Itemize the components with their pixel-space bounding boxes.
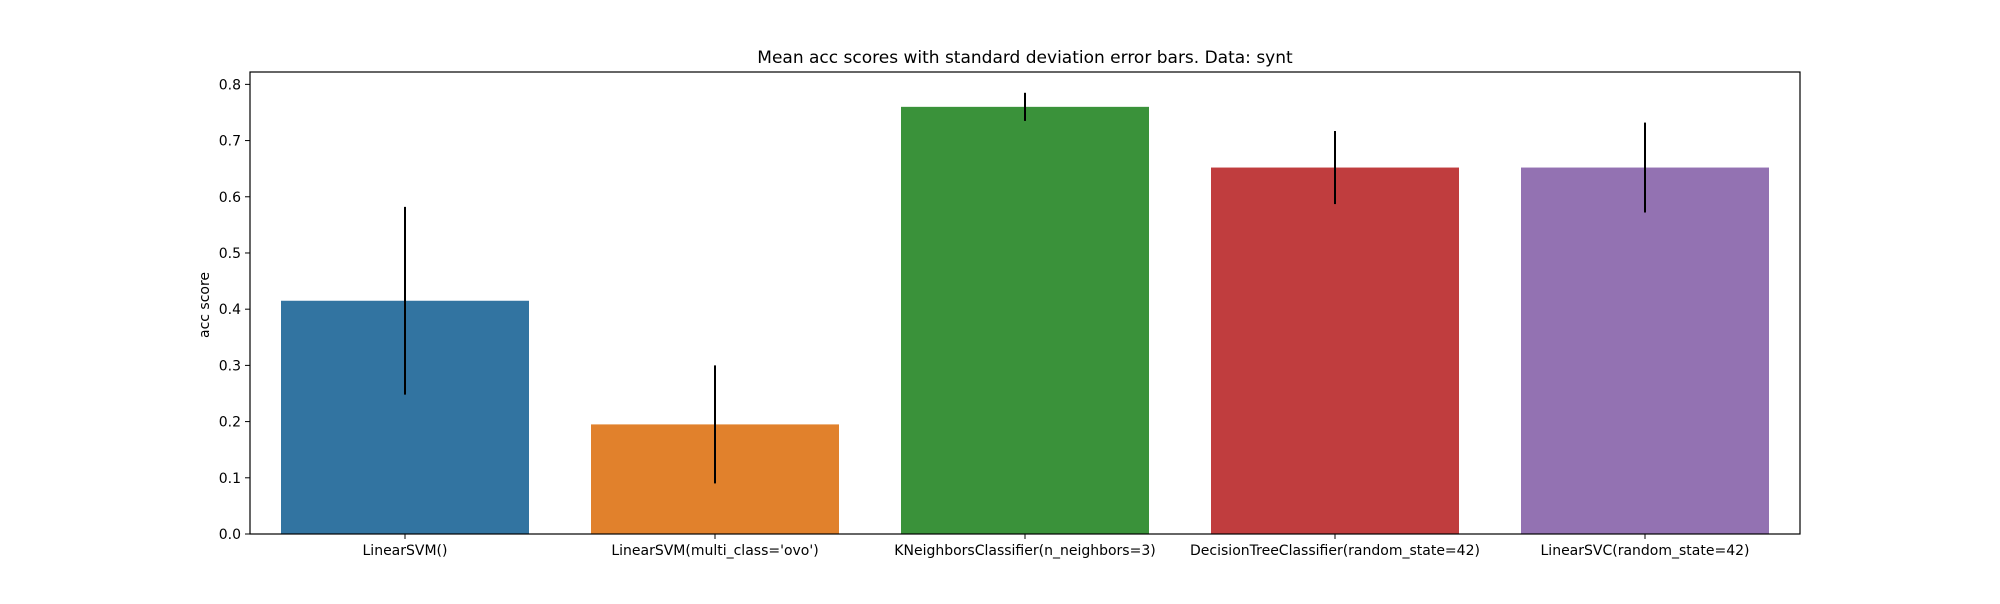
bar-4 — [1211, 167, 1459, 535]
y-tick-label: 0.2 — [219, 415, 241, 431]
y-tick-label: 0.6 — [219, 190, 241, 206]
y-tick-label: 0.4 — [219, 302, 241, 318]
x-axis-ticks: LinearSVM() LinearSVM(multi_class='ovo') K… — [363, 534, 1750, 559]
y-tick-label: 0.1 — [219, 471, 241, 487]
x-tick-label: LinearSVM(multi_class='ovo') — [611, 543, 818, 559]
y-tick-label: 0.0 — [219, 527, 241, 543]
x-tick-label: DecisionTreeClassifier(random_state=42) — [1190, 543, 1480, 559]
y-tick-label: 0.5 — [219, 246, 241, 262]
bar-3 — [901, 106, 1149, 535]
x-tick-label: LinearSVM() — [363, 543, 448, 559]
x-tick-label: LinearSVC(random_state=42) — [1541, 543, 1750, 559]
x-tick-label: KNeighborsClassifier(n_neighbors=3) — [894, 543, 1155, 559]
y-axis-ticks: 0.0 0.1 0.2 0.3 0.4 0.5 0.6 0.7 0.8 — [219, 77, 250, 543]
y-tick-label: 0.8 — [219, 77, 241, 93]
bar-5 — [1521, 167, 1769, 535]
bars-layer — [281, 106, 1769, 535]
chart-title: Mean acc scores with standard deviation … — [757, 48, 1293, 68]
y-axis-label: acc score — [197, 272, 213, 338]
y-tick-label: 0.7 — [219, 134, 241, 150]
error-bars-layer — [404, 92, 1646, 484]
y-tick-label: 0.3 — [219, 358, 241, 374]
